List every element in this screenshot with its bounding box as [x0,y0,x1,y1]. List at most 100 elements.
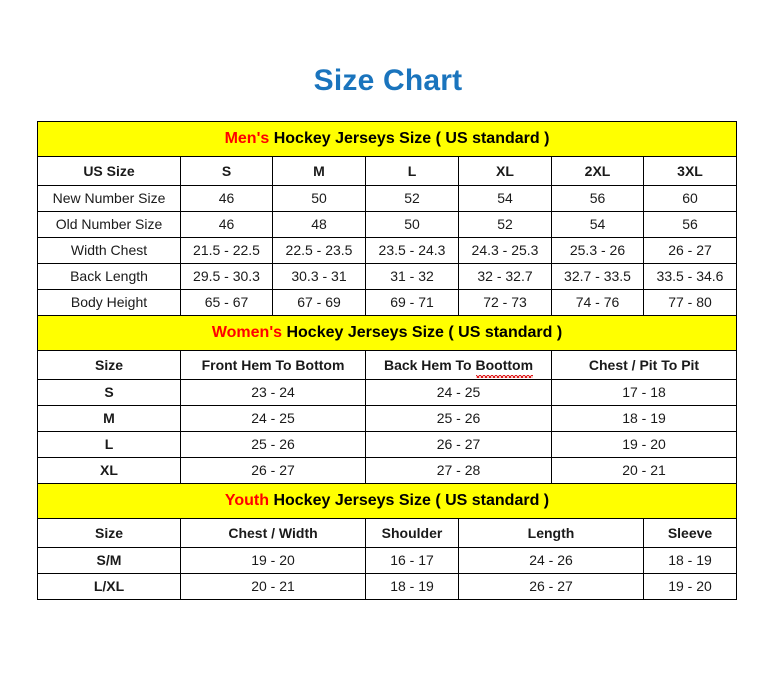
womens-cell-xl-back-hem: 27 - 28 [365,457,552,484]
table-row: New Number Size 46 50 52 54 56 60 [37,185,737,212]
mens-cell-new-number-size-xl: 54 [458,185,552,212]
womens-header-chest-pit-to-pit: Chest / Pit To Pit [551,350,737,380]
mens-section-banner: Men's Hockey Jerseys Size ( US standard … [37,121,737,157]
mens-banner-rest: Hockey Jerseys Size ( US standard ) [269,130,550,147]
mens-cell-back-length-2xl: 32.7 - 33.5 [551,263,644,290]
mens-header-row: US Size S M L XL 2XL 3XL [37,156,737,186]
youth-cell-sm-chest-width: 19 - 20 [180,547,366,574]
womens-row-label-l: L [37,431,181,458]
mens-cell-old-number-size-l: 50 [365,211,459,238]
youth-cell-sm-shoulder: 16 - 17 [365,547,459,574]
womens-header-boottom-typo: Boottom [475,352,533,379]
womens-banner-rest: Hockey Jerseys Size ( US standard ) [282,324,563,341]
womens-cell-xl-chest: 20 - 21 [551,457,737,484]
mens-cell-width-chest-xl: 24.3 - 25.3 [458,237,552,264]
womens-header-size: Size [37,350,181,380]
mens-cell-body-height-xl: 72 - 73 [458,289,552,316]
table-row: Back Length 29.5 - 30.3 30.3 - 31 31 - 3… [37,263,737,290]
table-row: Width Chest 21.5 - 22.5 22.5 - 23.5 23.5… [37,237,737,264]
mens-header-l: L [365,156,459,186]
table-row: S/M 19 - 20 16 - 17 24 - 26 18 - 19 [37,547,737,574]
size-chart-table: Men's Hockey Jerseys Size ( US standard … [37,121,737,600]
womens-cell-s-back-hem: 24 - 25 [365,379,552,406]
mens-cell-body-height-m: 67 - 69 [272,289,366,316]
mens-header-2xl: 2XL [551,156,644,186]
mens-cell-width-chest-s: 21.5 - 22.5 [180,237,273,264]
mens-row-label-back-length: Back Length [37,263,181,290]
womens-header-back-hem-to-boottom: Back Hem To Boottom [365,350,552,380]
youth-header-size: Size [37,518,181,548]
mens-cell-new-number-size-2xl: 56 [551,185,644,212]
womens-cell-s-chest: 17 - 18 [551,379,737,406]
mens-cell-back-length-m: 30.3 - 31 [272,263,366,290]
table-row: M 24 - 25 25 - 26 18 - 19 [37,405,737,432]
mens-cell-width-chest-2xl: 25.3 - 26 [551,237,644,264]
youth-cell-lxl-shoulder: 18 - 19 [365,573,459,600]
table-row: Body Height 65 - 67 67 - 69 69 - 71 72 -… [37,289,737,316]
mens-cell-new-number-size-s: 46 [180,185,273,212]
womens-header-row: Size Front Hem To Bottom Back Hem To Boo… [37,350,737,380]
mens-header-us-size: US Size [37,156,181,186]
youth-header-chest-width: Chest / Width [180,518,366,548]
womens-header-back-hem-prefix: Back Hem To [383,357,476,373]
mens-cell-width-chest-l: 23.5 - 24.3 [365,237,459,264]
youth-cell-lxl-chest-width: 20 - 21 [180,573,366,600]
youth-header-sleeve: Sleeve [643,518,737,548]
youth-section-banner: Youth Hockey Jerseys Size ( US standard … [37,483,737,519]
youth-header-row: Size Chest / Width Shoulder Length Sleev… [37,518,737,548]
page-title: Size Chart [313,64,463,97]
mens-cell-new-number-size-l: 52 [365,185,459,212]
womens-cell-l-front-hem: 25 - 26 [180,431,366,458]
mens-cell-width-chest-3xl: 26 - 27 [643,237,737,264]
table-row: S 23 - 24 24 - 25 17 - 18 [37,379,737,406]
table-row: Old Number Size 46 48 50 52 54 56 [37,211,737,238]
mens-cell-back-length-s: 29.5 - 30.3 [180,263,273,290]
mens-row-label-new-number-size: New Number Size [37,185,181,212]
youth-banner-row: Youth Hockey Jerseys Size ( US standard … [37,483,737,519]
youth-cell-lxl-length: 26 - 27 [458,573,644,600]
mens-banner-accent: Men's [224,130,270,147]
womens-banner-row: Women's Hockey Jerseys Size ( US standar… [37,315,737,351]
womens-row-label-xl: XL [37,457,181,484]
mens-cell-old-number-size-xl: 52 [458,211,552,238]
mens-cell-body-height-l: 69 - 71 [365,289,459,316]
mens-cell-old-number-size-s: 46 [180,211,273,238]
youth-header-length: Length [458,518,644,548]
womens-row-label-m: M [37,405,181,432]
youth-row-label-sm: S/M [37,547,181,574]
mens-row-label-width-chest: Width Chest [37,237,181,264]
womens-cell-m-back-hem: 25 - 26 [365,405,552,432]
mens-cell-old-number-size-3xl: 56 [643,211,737,238]
mens-header-s: S [180,156,273,186]
table-row: L/XL 20 - 21 18 - 19 26 - 27 19 - 20 [37,573,737,600]
youth-cell-sm-length: 24 - 26 [458,547,644,574]
womens-section-banner: Women's Hockey Jerseys Size ( US standar… [37,315,737,351]
youth-header-shoulder: Shoulder [365,518,459,548]
table-row: XL 26 - 27 27 - 28 20 - 21 [37,457,737,484]
youth-banner-accent: Youth [224,492,269,509]
mens-cell-new-number-size-3xl: 60 [643,185,737,212]
womens-row-label-s: S [37,379,181,406]
mens-cell-old-number-size-m: 48 [272,211,366,238]
youth-cell-lxl-sleeve: 19 - 20 [643,573,737,600]
womens-banner-accent: Women's [211,324,283,341]
womens-cell-s-front-hem: 23 - 24 [180,379,366,406]
womens-header-front-hem-to-bottom: Front Hem To Bottom [180,350,366,380]
mens-cell-back-length-xl: 32 - 32.7 [458,263,552,290]
mens-row-label-old-number-size: Old Number Size [37,211,181,238]
womens-cell-l-chest: 19 - 20 [551,431,737,458]
mens-cell-body-height-3xl: 77 - 80 [643,289,737,316]
table-row: L 25 - 26 26 - 27 19 - 20 [37,431,737,458]
mens-header-3xl: 3XL [643,156,737,186]
mens-banner-row: Men's Hockey Jerseys Size ( US standard … [37,121,737,157]
mens-cell-back-length-3xl: 33.5 - 34.6 [643,263,737,290]
mens-cell-body-height-2xl: 74 - 76 [551,289,644,316]
womens-cell-l-back-hem: 26 - 27 [365,431,552,458]
youth-banner-rest: Hockey Jerseys Size ( US standard ) [269,492,550,509]
womens-cell-m-front-hem: 24 - 25 [180,405,366,432]
mens-header-m: M [272,156,366,186]
mens-cell-width-chest-m: 22.5 - 23.5 [272,237,366,264]
youth-cell-sm-sleeve: 18 - 19 [643,547,737,574]
womens-cell-xl-front-hem: 26 - 27 [180,457,366,484]
